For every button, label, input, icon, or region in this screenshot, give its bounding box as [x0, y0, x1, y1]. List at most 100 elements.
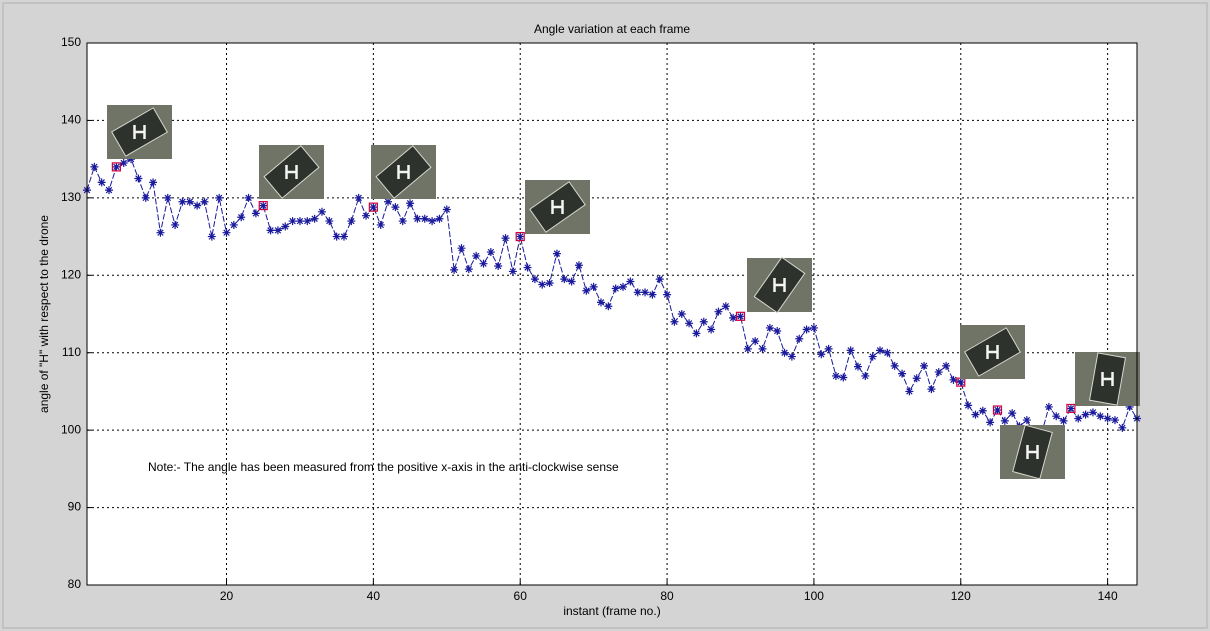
- point-marker: [869, 353, 877, 361]
- y-tick-label: 110: [62, 345, 81, 359]
- helipad-thumbnail: [525, 180, 590, 234]
- point-marker: [913, 374, 921, 382]
- point-marker: [516, 233, 524, 241]
- x-tick-label: 20: [220, 589, 234, 603]
- point-marker: [795, 335, 803, 343]
- point-marker: [575, 261, 583, 269]
- point-marker: [927, 385, 935, 393]
- x-tick-label: 100: [804, 589, 824, 603]
- point-marker: [656, 275, 664, 283]
- y-tick-label: 140: [61, 113, 81, 127]
- point-marker: [781, 349, 789, 357]
- annotation: Note:- The angle has been measured from …: [148, 460, 619, 474]
- point-marker: [457, 244, 465, 252]
- point-marker: [957, 378, 965, 386]
- point-marker: [942, 362, 950, 370]
- point-marker: [641, 288, 649, 296]
- helipad-thumbnail: [371, 145, 436, 199]
- point-marker: [142, 194, 150, 202]
- y-tick-label: 90: [68, 500, 82, 514]
- point-marker: [707, 325, 715, 333]
- point-marker: [626, 277, 634, 285]
- point-marker: [773, 327, 781, 335]
- chart: Angle variation at each frame instant (f…: [0, 0, 1210, 631]
- point-marker: [803, 325, 811, 333]
- point-marker: [391, 203, 399, 211]
- x-tick-label: 120: [951, 589, 971, 603]
- point-marker: [685, 319, 693, 327]
- point-marker: [935, 368, 943, 376]
- point-marker: [692, 329, 700, 337]
- point-marker: [891, 362, 899, 370]
- y-axis-label: angle of "H" with respect to the drone: [37, 215, 51, 413]
- point-marker: [825, 345, 833, 353]
- point-marker: [333, 233, 341, 241]
- helipad-thumbnail: [747, 257, 812, 312]
- y-tick-label: 80: [68, 577, 82, 591]
- point-marker: [744, 345, 752, 353]
- point-marker: [582, 287, 590, 295]
- point-marker: [876, 346, 884, 354]
- point-marker: [993, 406, 1001, 414]
- point-marker: [156, 229, 164, 237]
- y-tick-label: 130: [61, 190, 81, 204]
- point-marker: [590, 283, 598, 291]
- point-marker: [847, 346, 855, 354]
- plot-area: [87, 43, 1137, 585]
- point-marker: [215, 194, 223, 202]
- point-marker: [494, 262, 502, 270]
- point-marker: [722, 302, 730, 310]
- point-marker: [979, 407, 987, 415]
- chart-title: Angle variation at each frame: [534, 22, 690, 36]
- x-axis-label: instant (frame no.): [563, 604, 660, 618]
- point-marker: [736, 312, 744, 320]
- point-marker: [898, 370, 906, 378]
- point-marker: [406, 199, 414, 207]
- point-marker: [861, 372, 869, 380]
- point-marker: [604, 302, 612, 310]
- point-marker: [1001, 417, 1009, 425]
- point-marker: [568, 277, 576, 285]
- point-marker: [854, 363, 862, 371]
- point-marker: [619, 283, 627, 291]
- point-marker: [766, 324, 774, 332]
- point-marker: [509, 267, 517, 275]
- x-tick-label: 60: [514, 589, 528, 603]
- point-marker: [480, 260, 488, 268]
- point-marker: [648, 291, 656, 299]
- point-marker: [465, 265, 473, 273]
- point-marker: [134, 175, 142, 183]
- y-tick-label: 150: [61, 35, 81, 49]
- point-marker: [634, 288, 642, 296]
- helipad-thumbnail: [960, 325, 1025, 379]
- point-marker: [839, 373, 847, 381]
- point-marker: [832, 372, 840, 380]
- point-marker: [714, 308, 722, 316]
- point-marker: [971, 411, 979, 419]
- point-marker: [487, 248, 495, 256]
- point-marker: [524, 264, 532, 272]
- point-marker: [1118, 424, 1126, 432]
- point-marker: [1008, 409, 1016, 417]
- point-marker: [538, 281, 546, 289]
- point-marker: [905, 387, 913, 395]
- x-tick-label: 80: [660, 589, 674, 603]
- point-marker: [817, 350, 825, 358]
- point-marker: [472, 252, 480, 260]
- point-marker: [560, 275, 568, 283]
- helipad-thumbnail: [1075, 352, 1140, 406]
- point-marker: [531, 275, 539, 283]
- point-marker: [883, 349, 891, 357]
- point-marker: [546, 279, 554, 287]
- point-marker: [788, 353, 796, 361]
- x-tick-label: 140: [1098, 589, 1118, 603]
- point-marker: [700, 318, 708, 326]
- point-marker: [663, 291, 671, 299]
- helipad-thumbnail: [259, 145, 324, 199]
- point-marker: [751, 337, 759, 345]
- point-marker: [759, 345, 767, 353]
- point-marker: [340, 233, 348, 241]
- point-marker: [964, 401, 972, 409]
- point-marker: [986, 418, 994, 426]
- x-tick-label: 40: [367, 589, 381, 603]
